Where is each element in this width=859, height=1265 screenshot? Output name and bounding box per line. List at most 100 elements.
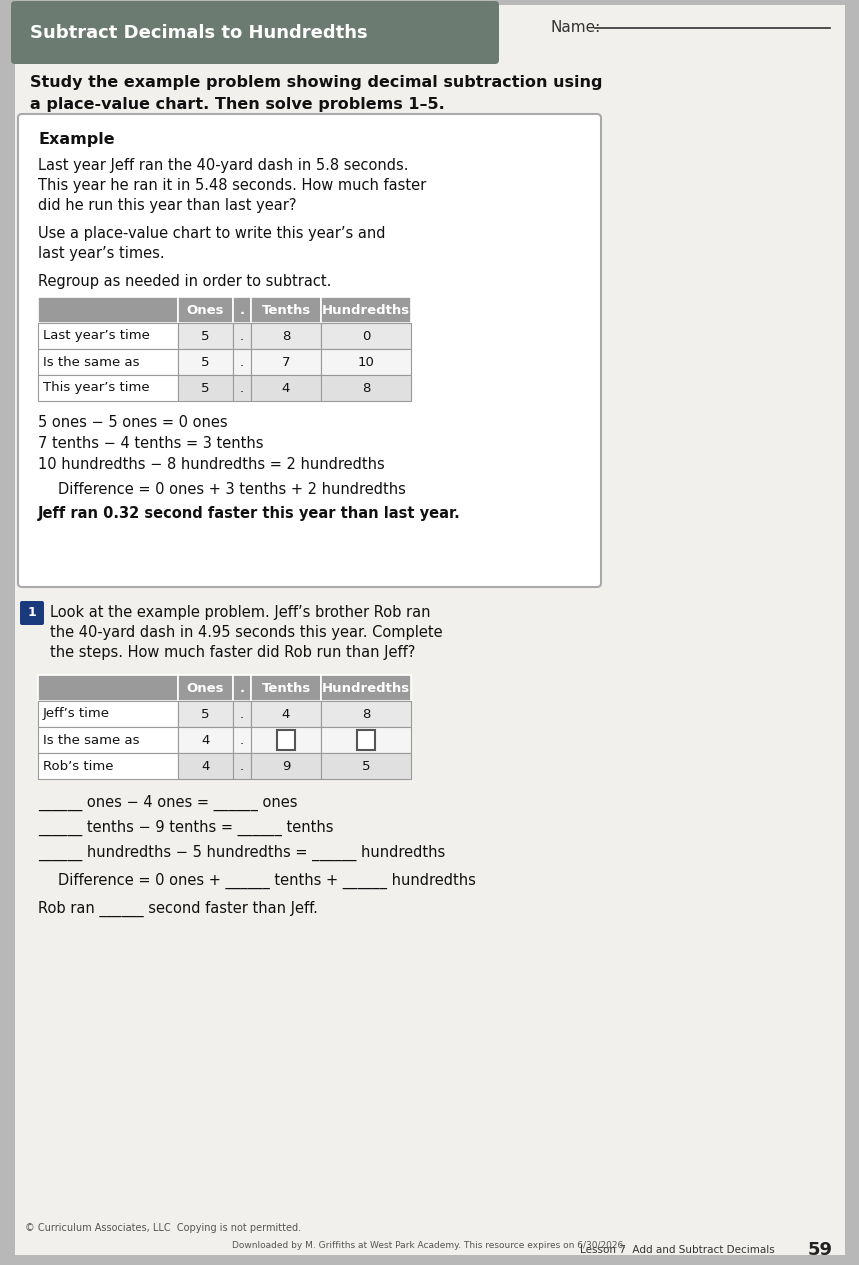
Text: .: . xyxy=(240,382,244,395)
Bar xyxy=(38,297,178,323)
Bar xyxy=(233,727,251,753)
Text: 7 tenths − 4 tenths = 3 tenths: 7 tenths − 4 tenths = 3 tenths xyxy=(38,436,264,452)
Text: 5: 5 xyxy=(201,382,210,395)
Text: 1: 1 xyxy=(27,606,36,620)
Bar xyxy=(321,753,411,779)
Text: .: . xyxy=(240,707,244,721)
Bar xyxy=(251,374,321,401)
Text: Last year Jeff ran the 40-yard dash in 5.8 seconds.: Last year Jeff ran the 40-yard dash in 5… xyxy=(38,158,409,173)
Bar xyxy=(233,323,251,349)
Bar xyxy=(321,374,411,401)
Text: 8: 8 xyxy=(362,382,370,395)
Bar xyxy=(38,676,178,701)
Text: 5: 5 xyxy=(362,759,370,773)
Text: 8: 8 xyxy=(282,329,290,343)
FancyBboxPatch shape xyxy=(18,114,601,587)
Text: Use a place-value chart to write this year’s and: Use a place-value chart to write this ye… xyxy=(38,226,386,242)
Text: a place-value chart. Then solve problems 1–5.: a place-value chart. Then solve problems… xyxy=(30,97,445,113)
Text: This year’s time: This year’s time xyxy=(43,382,149,395)
Bar xyxy=(321,701,411,727)
Text: Rob’s time: Rob’s time xyxy=(43,759,113,773)
Text: Downloaded by M. Griffiths at West Park Academy. This resource expires on 6/30/2: Downloaded by M. Griffiths at West Park … xyxy=(232,1241,626,1250)
Text: Ones: Ones xyxy=(186,682,224,694)
Text: Lesson 7  Add and Subtract Decimals: Lesson 7 Add and Subtract Decimals xyxy=(580,1245,775,1255)
Text: Rob ran ______ second faster than Jeff.: Rob ran ______ second faster than Jeff. xyxy=(38,901,318,917)
Text: 7: 7 xyxy=(282,355,290,368)
Text: 10: 10 xyxy=(357,355,375,368)
Bar xyxy=(38,753,178,779)
Text: Name:: Name: xyxy=(550,20,600,35)
Bar xyxy=(38,349,178,374)
Bar xyxy=(233,676,251,701)
Text: ______ tenths − 9 tenths = ______ tenths: ______ tenths − 9 tenths = ______ tenths xyxy=(38,820,333,836)
Bar xyxy=(321,297,411,323)
Text: Regroup as needed in order to subtract.: Regroup as needed in order to subtract. xyxy=(38,275,332,288)
Text: Hundredths: Hundredths xyxy=(322,304,410,316)
Text: did he run this year than last year?: did he run this year than last year? xyxy=(38,199,296,213)
Bar xyxy=(321,349,411,374)
Bar xyxy=(178,349,233,374)
Bar xyxy=(178,727,233,753)
Bar xyxy=(251,349,321,374)
Text: This year he ran it in 5.48 seconds. How much faster: This year he ran it in 5.48 seconds. How… xyxy=(38,178,426,194)
Text: .: . xyxy=(240,329,244,343)
Text: Jeff ran 0.32 second faster this year than last year.: Jeff ran 0.32 second faster this year th… xyxy=(38,506,460,521)
Bar xyxy=(233,701,251,727)
Bar xyxy=(251,701,321,727)
Text: Difference = 0 ones + 3 tenths + 2 hundredths: Difference = 0 ones + 3 tenths + 2 hundr… xyxy=(58,482,405,497)
Text: 5 ones − 5 ones = 0 ones: 5 ones − 5 ones = 0 ones xyxy=(38,415,228,430)
Bar xyxy=(251,297,321,323)
FancyBboxPatch shape xyxy=(20,601,44,625)
Bar xyxy=(178,701,233,727)
Bar xyxy=(251,676,321,701)
Text: Tenths: Tenths xyxy=(261,304,311,316)
Bar xyxy=(321,676,411,701)
Text: the steps. How much faster did Rob run than Jeff?: the steps. How much faster did Rob run t… xyxy=(50,645,416,660)
Bar xyxy=(233,753,251,779)
Bar xyxy=(251,727,321,753)
Text: Subtract Decimals to Hundredths: Subtract Decimals to Hundredths xyxy=(30,24,368,42)
Text: 4: 4 xyxy=(201,734,210,746)
Bar xyxy=(38,374,178,401)
Text: © Curriculum Associates, LLC  Copying is not permitted.: © Curriculum Associates, LLC Copying is … xyxy=(25,1223,302,1233)
Text: the 40-yard dash in 4.95 seconds this year. Complete: the 40-yard dash in 4.95 seconds this ye… xyxy=(50,625,442,640)
Bar xyxy=(233,374,251,401)
Bar xyxy=(38,323,178,349)
FancyBboxPatch shape xyxy=(11,1,499,65)
Text: Is the same as: Is the same as xyxy=(43,355,139,368)
Text: 4: 4 xyxy=(282,382,290,395)
Text: 4: 4 xyxy=(201,759,210,773)
Text: 8: 8 xyxy=(362,707,370,721)
Text: 5: 5 xyxy=(201,707,210,721)
Text: 0: 0 xyxy=(362,329,370,343)
Bar xyxy=(38,727,178,753)
Bar xyxy=(277,730,295,750)
Bar xyxy=(321,727,411,753)
Text: 9: 9 xyxy=(282,759,290,773)
Text: Difference = 0 ones + ______ tenths + ______ hundredths: Difference = 0 ones + ______ tenths + __… xyxy=(58,873,476,889)
Bar xyxy=(178,323,233,349)
Bar xyxy=(233,297,251,323)
Text: 59: 59 xyxy=(807,1241,832,1259)
Text: Last year’s time: Last year’s time xyxy=(43,329,149,343)
Text: last year’s times.: last year’s times. xyxy=(38,245,165,261)
Text: Jeff’s time: Jeff’s time xyxy=(43,707,110,721)
Bar xyxy=(38,701,178,727)
Text: Example: Example xyxy=(38,132,114,147)
Text: .: . xyxy=(240,355,244,368)
Text: ______ ones − 4 ones = ______ ones: ______ ones − 4 ones = ______ ones xyxy=(38,794,297,811)
Text: Ones: Ones xyxy=(186,304,224,316)
Bar xyxy=(178,753,233,779)
Text: Tenths: Tenths xyxy=(261,682,311,694)
Text: 5: 5 xyxy=(201,329,210,343)
Bar xyxy=(178,297,233,323)
Bar xyxy=(321,323,411,349)
Text: 4: 4 xyxy=(282,707,290,721)
Text: Study the example problem showing decimal subtraction using: Study the example problem showing decima… xyxy=(30,75,602,90)
Bar xyxy=(251,753,321,779)
Text: ______ hundredths − 5 hundredths = ______ hundredths: ______ hundredths − 5 hundredths = _____… xyxy=(38,845,445,861)
Bar xyxy=(357,730,375,750)
Text: 10 hundredths − 8 hundredths = 2 hundredths: 10 hundredths − 8 hundredths = 2 hundred… xyxy=(38,457,385,472)
Text: Hundredths: Hundredths xyxy=(322,682,410,694)
Bar xyxy=(251,323,321,349)
